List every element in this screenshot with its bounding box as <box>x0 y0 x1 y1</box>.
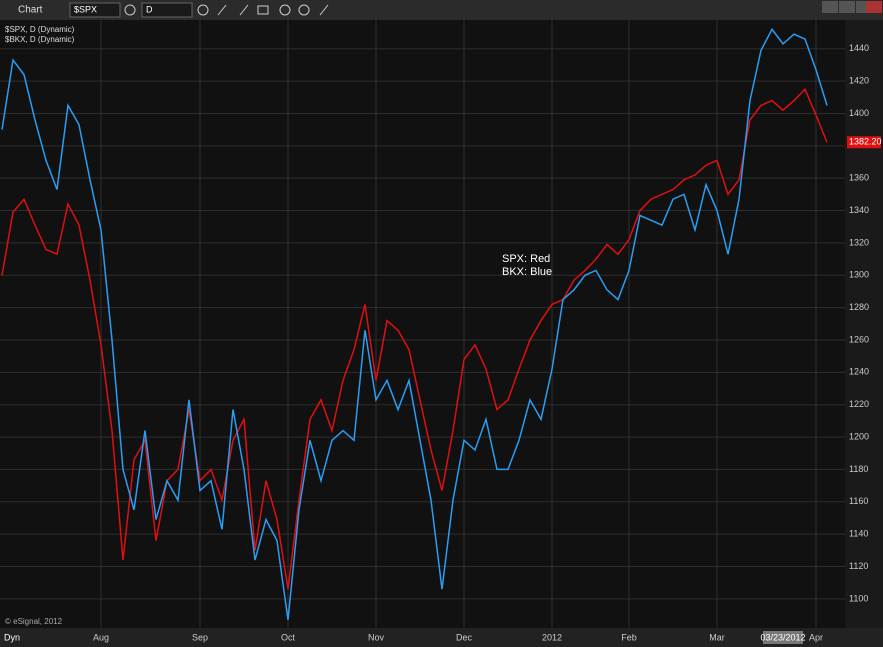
annotation: SPX: Red <box>502 253 550 265</box>
y-tick-label: 1140 <box>849 529 868 539</box>
last-price-label: 1382.20 <box>849 137 882 147</box>
window-title: Chart <box>18 5 43 16</box>
y-tick-label: 1300 <box>849 270 869 280</box>
cursor-label: 03/23/2012 <box>760 632 805 642</box>
x-tick-label: Sep <box>192 632 208 642</box>
toolbar-icons[interactable] <box>124 4 329 16</box>
y-tick-label: 1320 <box>849 237 869 247</box>
y-tick-label: 1280 <box>849 302 869 312</box>
y-tick-label: 1340 <box>849 205 869 215</box>
interval-input[interactable]: D <box>146 4 153 14</box>
y-tick-label: 1240 <box>849 367 869 377</box>
mode-label[interactable]: Dyn <box>4 632 20 642</box>
plot <box>0 20 845 628</box>
y-tick-label: 1180 <box>849 464 868 474</box>
y-tick-label: 1400 <box>849 108 869 118</box>
y-tick-label: 1160 <box>849 496 868 506</box>
x-tick-label: Oct <box>281 632 296 642</box>
y-tick-label: 1360 <box>849 173 869 183</box>
y-tick-label: 1200 <box>849 431 869 441</box>
y-tick-label: 1100 <box>849 593 868 603</box>
window-buttons[interactable] <box>822 1 882 13</box>
x-axis-bar <box>0 628 883 647</box>
series-line <box>1 27 828 621</box>
x-tick-label: Mar <box>709 632 725 642</box>
legend-entry: $BKX, D (Dynamic) <box>5 35 75 44</box>
x-tick-label: Nov <box>368 632 385 642</box>
y-tick-label: 1260 <box>849 334 869 344</box>
symbol-box[interactable] <box>69 2 121 18</box>
symbol-input[interactable]: $SPX <box>74 4 97 14</box>
y-tick-label: 1220 <box>849 399 869 409</box>
y-axis-bar <box>845 20 883 628</box>
x-tick-label: Apr <box>809 632 823 642</box>
y-tick-label: 1420 <box>849 75 869 85</box>
x-tick-label: Feb <box>621 632 637 642</box>
interval-box[interactable] <box>141 2 193 18</box>
toolbar <box>0 0 883 20</box>
x-tick-label: Dec <box>456 632 473 642</box>
x-tick-label: Aug <box>93 632 109 642</box>
y-tick-label: 1440 <box>849 43 869 53</box>
y-tick-label: 1120 <box>849 561 868 571</box>
cursor-label-box <box>763 631 803 644</box>
series-line <box>1 87 828 590</box>
x-tick-label: 2012 <box>542 632 562 642</box>
annotation: BKX: Blue <box>502 266 552 278</box>
last-price-box <box>847 136 881 149</box>
copyright: © eSignal, 2012 <box>5 617 63 626</box>
legend-entry: $SPX, D (Dynamic) <box>5 25 75 34</box>
